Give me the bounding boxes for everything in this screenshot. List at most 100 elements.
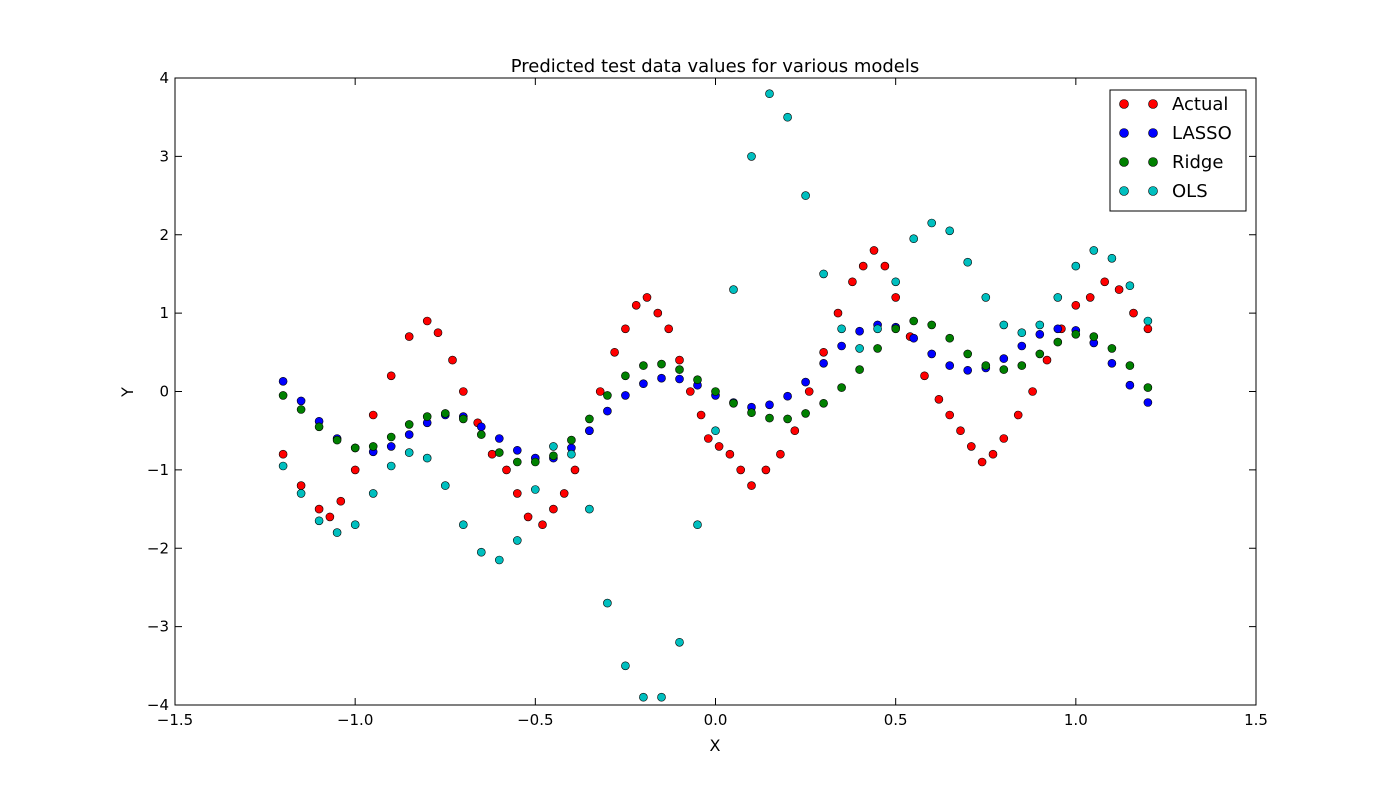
data-point bbox=[476, 430, 486, 439]
data-point bbox=[1017, 328, 1027, 338]
data-point bbox=[523, 512, 533, 522]
data-point bbox=[1071, 329, 1081, 339]
data-point bbox=[819, 398, 828, 408]
y-tick-label: 0 bbox=[159, 383, 169, 401]
data-point bbox=[855, 326, 864, 336]
data-point bbox=[336, 496, 346, 506]
series-ols bbox=[278, 89, 1153, 702]
data-point bbox=[736, 465, 746, 475]
data-point bbox=[610, 347, 619, 357]
chart-title: Predicted test data values for various m… bbox=[511, 56, 920, 77]
x-tick-label: 1.0 bbox=[1064, 711, 1088, 729]
data-point bbox=[819, 269, 828, 279]
series-ridge bbox=[278, 316, 1153, 467]
data-point bbox=[657, 373, 666, 383]
data-point bbox=[350, 520, 360, 530]
data-point bbox=[1035, 320, 1045, 330]
legend: Actual LASSO Ridge OLS bbox=[1109, 89, 1247, 212]
data-point bbox=[657, 692, 666, 702]
legend-label: OLS bbox=[1172, 181, 1208, 202]
data-point bbox=[783, 112, 792, 122]
data-point bbox=[1053, 324, 1063, 334]
data-point bbox=[1035, 329, 1045, 339]
data-point bbox=[350, 443, 360, 453]
data-point bbox=[639, 692, 648, 702]
data-point bbox=[549, 504, 558, 514]
y-tick-label: −3 bbox=[147, 618, 169, 636]
data-point bbox=[675, 355, 684, 365]
data-point bbox=[837, 341, 846, 351]
data-point bbox=[934, 394, 944, 404]
data-point bbox=[639, 361, 648, 370]
data-point bbox=[675, 365, 684, 374]
data-point bbox=[761, 465, 771, 475]
data-points bbox=[278, 89, 1153, 702]
data-point bbox=[296, 481, 306, 490]
data-point bbox=[909, 316, 919, 326]
data-point bbox=[278, 449, 288, 459]
data-point bbox=[278, 376, 288, 386]
data-point bbox=[981, 293, 991, 302]
data-point bbox=[567, 435, 576, 445]
data-point bbox=[386, 371, 396, 381]
data-point bbox=[1125, 361, 1135, 370]
data-point bbox=[1114, 285, 1124, 294]
series-actual bbox=[278, 246, 1153, 530]
data-point bbox=[747, 408, 756, 418]
data-point bbox=[858, 261, 868, 271]
data-point bbox=[1071, 300, 1081, 310]
data-point bbox=[790, 426, 800, 436]
legend-marker bbox=[1119, 128, 1129, 138]
data-point bbox=[585, 414, 594, 424]
data-point bbox=[476, 422, 486, 432]
data-point bbox=[963, 365, 973, 375]
data-point bbox=[476, 547, 486, 557]
data-point bbox=[585, 504, 594, 514]
y-tick-label: 3 bbox=[159, 147, 169, 165]
data-point bbox=[1017, 341, 1027, 351]
data-point bbox=[696, 410, 706, 420]
data-point bbox=[927, 349, 937, 359]
data-point bbox=[685, 387, 695, 396]
data-point bbox=[1107, 344, 1117, 353]
data-point bbox=[549, 451, 558, 461]
data-point bbox=[368, 442, 378, 451]
legend-label: Actual bbox=[1172, 94, 1228, 115]
data-point bbox=[530, 485, 540, 494]
data-point bbox=[585, 426, 594, 436]
data-point bbox=[783, 414, 792, 424]
data-point bbox=[1143, 383, 1153, 392]
data-point bbox=[314, 422, 324, 432]
data-point bbox=[642, 293, 652, 302]
data-point bbox=[631, 300, 641, 310]
data-point bbox=[869, 246, 879, 255]
data-point bbox=[711, 426, 720, 436]
data-point bbox=[1100, 277, 1109, 287]
data-point bbox=[487, 449, 497, 459]
data-point bbox=[747, 481, 756, 490]
data-point bbox=[664, 324, 674, 334]
data-point bbox=[512, 457, 522, 467]
data-point bbox=[1143, 316, 1153, 326]
data-point bbox=[386, 461, 396, 471]
y-tick-label: 4 bbox=[159, 69, 169, 87]
data-point bbox=[804, 387, 814, 396]
legend-marker bbox=[1119, 99, 1129, 109]
data-point bbox=[999, 320, 1009, 330]
data-point bbox=[494, 434, 504, 443]
data-point bbox=[945, 361, 955, 370]
data-point bbox=[837, 324, 846, 334]
data-point bbox=[729, 398, 738, 408]
data-point bbox=[368, 410, 378, 420]
data-point bbox=[1053, 337, 1063, 347]
data-point bbox=[458, 387, 468, 396]
legend-marker bbox=[1148, 157, 1158, 167]
data-point bbox=[1107, 358, 1117, 368]
x-tick-label: −1.5 bbox=[157, 711, 193, 729]
data-point bbox=[927, 218, 937, 228]
data-point bbox=[512, 445, 522, 455]
data-point bbox=[945, 333, 955, 343]
data-point bbox=[603, 391, 612, 400]
data-point bbox=[801, 409, 810, 418]
